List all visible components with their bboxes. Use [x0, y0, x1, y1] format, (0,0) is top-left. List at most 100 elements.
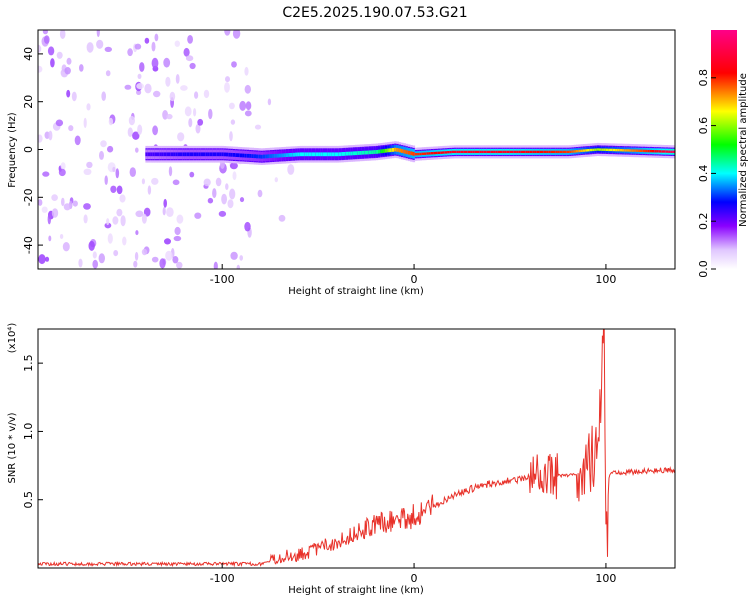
ridge-cell: [214, 152, 218, 157]
noise-cell: [176, 261, 183, 269]
noise-cell: [165, 76, 171, 87]
ridge-cell: [368, 150, 372, 155]
noise-cell: [287, 164, 295, 175]
ridge-cell: [412, 152, 416, 156]
noise-cell: [115, 168, 120, 179]
snr-ylabel: SNR (10 * v/v): [7, 412, 18, 483]
noise-cell: [137, 73, 142, 79]
ridge-cell: [638, 149, 641, 152]
ridge-cell: [375, 150, 379, 154]
noise-cell: [61, 197, 65, 207]
ridge-cell: [486, 150, 489, 154]
noise-cell: [177, 132, 185, 142]
ridge-cell: [239, 153, 243, 158]
noise-cell: [228, 102, 235, 110]
noise-cell: [274, 177, 278, 183]
ridge-cell: [265, 154, 268, 159]
noise-cell: [152, 125, 159, 136]
noise-cell: [174, 40, 180, 47]
noise-cell: [44, 35, 50, 44]
ridge-cell: [532, 150, 535, 154]
ridge-cell: [668, 150, 671, 153]
chart-title: C2E5.2025.190.07.53.G21: [282, 5, 467, 21]
noise-cell: [83, 117, 87, 128]
ridge-cell: [150, 152, 153, 157]
noise-cell: [173, 235, 182, 242]
ridge-cell: [219, 152, 222, 157]
ridge-cell: [656, 150, 660, 153]
ridge-cell: [417, 152, 420, 156]
ridge-cell: [596, 148, 600, 151]
noise-cell: [166, 207, 174, 218]
ridge-cell: [258, 154, 261, 159]
y-tick-label: 40: [22, 47, 35, 61]
noise-cell: [203, 178, 211, 187]
ridge-cell: [191, 152, 195, 157]
ridge-cell: [608, 148, 611, 152]
ridge-cell: [506, 150, 510, 154]
noise-cell: [99, 150, 104, 160]
noise-cell: [100, 140, 107, 148]
ridge-cell: [463, 150, 466, 154]
noise-cell: [122, 236, 127, 246]
noise-cell: [107, 233, 113, 244]
noise-cell: [254, 124, 262, 130]
spectrogram-panel: -100 0 100 40 20 0 -20 -40 Height of straight l…: [7, 29, 676, 297]
ridge-cell: [295, 152, 298, 157]
noise-cell: [127, 48, 133, 57]
ridge-cell: [571, 150, 574, 153]
ridge-cell: [336, 152, 340, 157]
ridge-cell: [419, 152, 422, 156]
ridge-cell: [599, 148, 602, 151]
noise-cell: [174, 226, 181, 236]
noise-cell: [221, 193, 228, 205]
ridge-cell: [573, 150, 577, 153]
colorbar-label: Normalized spectral amplitude: [738, 73, 749, 227]
ridge-cell: [550, 150, 554, 154]
ridge-cell: [226, 152, 229, 157]
noise-cell: [212, 188, 217, 199]
noise-cell: [203, 89, 210, 99]
ridge-cell: [527, 150, 531, 154]
ridge-cell: [350, 151, 353, 156]
ridge-cell: [378, 149, 381, 154]
noise-cell: [38, 134, 43, 143]
colorbar: 0.0 0.2 0.4 0.6 0.8 Normalized spectral ampl…: [697, 30, 749, 278]
noise-cell: [92, 259, 98, 269]
ridge-cell: [223, 152, 227, 157]
snr-panel: -100 0 100 0.5 1.0 1.5 Height of straight lin…: [7, 323, 676, 596]
noise-cell: [48, 130, 53, 141]
noise-cell: [86, 161, 93, 169]
noise-cell: [86, 103, 91, 111]
ridge-cell: [371, 150, 374, 155]
noise-cell: [257, 189, 263, 198]
ridge-cell: [242, 153, 245, 158]
noise-cell: [101, 91, 106, 101]
ridge-cell: [435, 151, 439, 155]
ridge-cell: [631, 149, 634, 152]
noise-cell: [136, 83, 144, 90]
ridge-cell: [539, 150, 542, 154]
noise-cell: [98, 253, 106, 264]
noise-cell: [136, 89, 142, 95]
noise-cell: [132, 131, 140, 140]
ridge-cell: [670, 150, 673, 153]
noise-cell: [194, 212, 202, 219]
ridge-cell: [145, 152, 148, 157]
noise-cell: [45, 256, 50, 262]
noise-cell: [38, 44, 42, 53]
ridge-cell: [642, 149, 646, 153]
ridge-cell: [159, 152, 162, 157]
ridge-cell: [357, 151, 360, 155]
colorbar-tick-label: 0.0: [697, 260, 710, 278]
noise-cell: [124, 84, 132, 90]
ridge-cell: [555, 150, 558, 154]
spectrogram-ylabel: Frequency (Hz): [7, 112, 18, 188]
ridge-cell: [175, 152, 178, 157]
ridge-cell: [161, 152, 165, 157]
snr-series-line: [38, 329, 675, 568]
ridge-cell: [493, 150, 496, 154]
ridge-cell: [576, 150, 579, 153]
ridge-cell: [364, 150, 367, 155]
ridge-cell: [193, 152, 197, 157]
